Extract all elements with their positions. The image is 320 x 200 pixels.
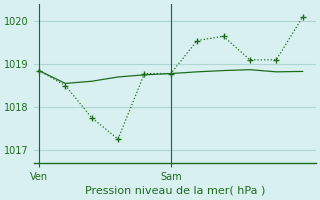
X-axis label: Pression niveau de la mer( hPa ): Pression niveau de la mer( hPa ) (84, 186, 265, 196)
